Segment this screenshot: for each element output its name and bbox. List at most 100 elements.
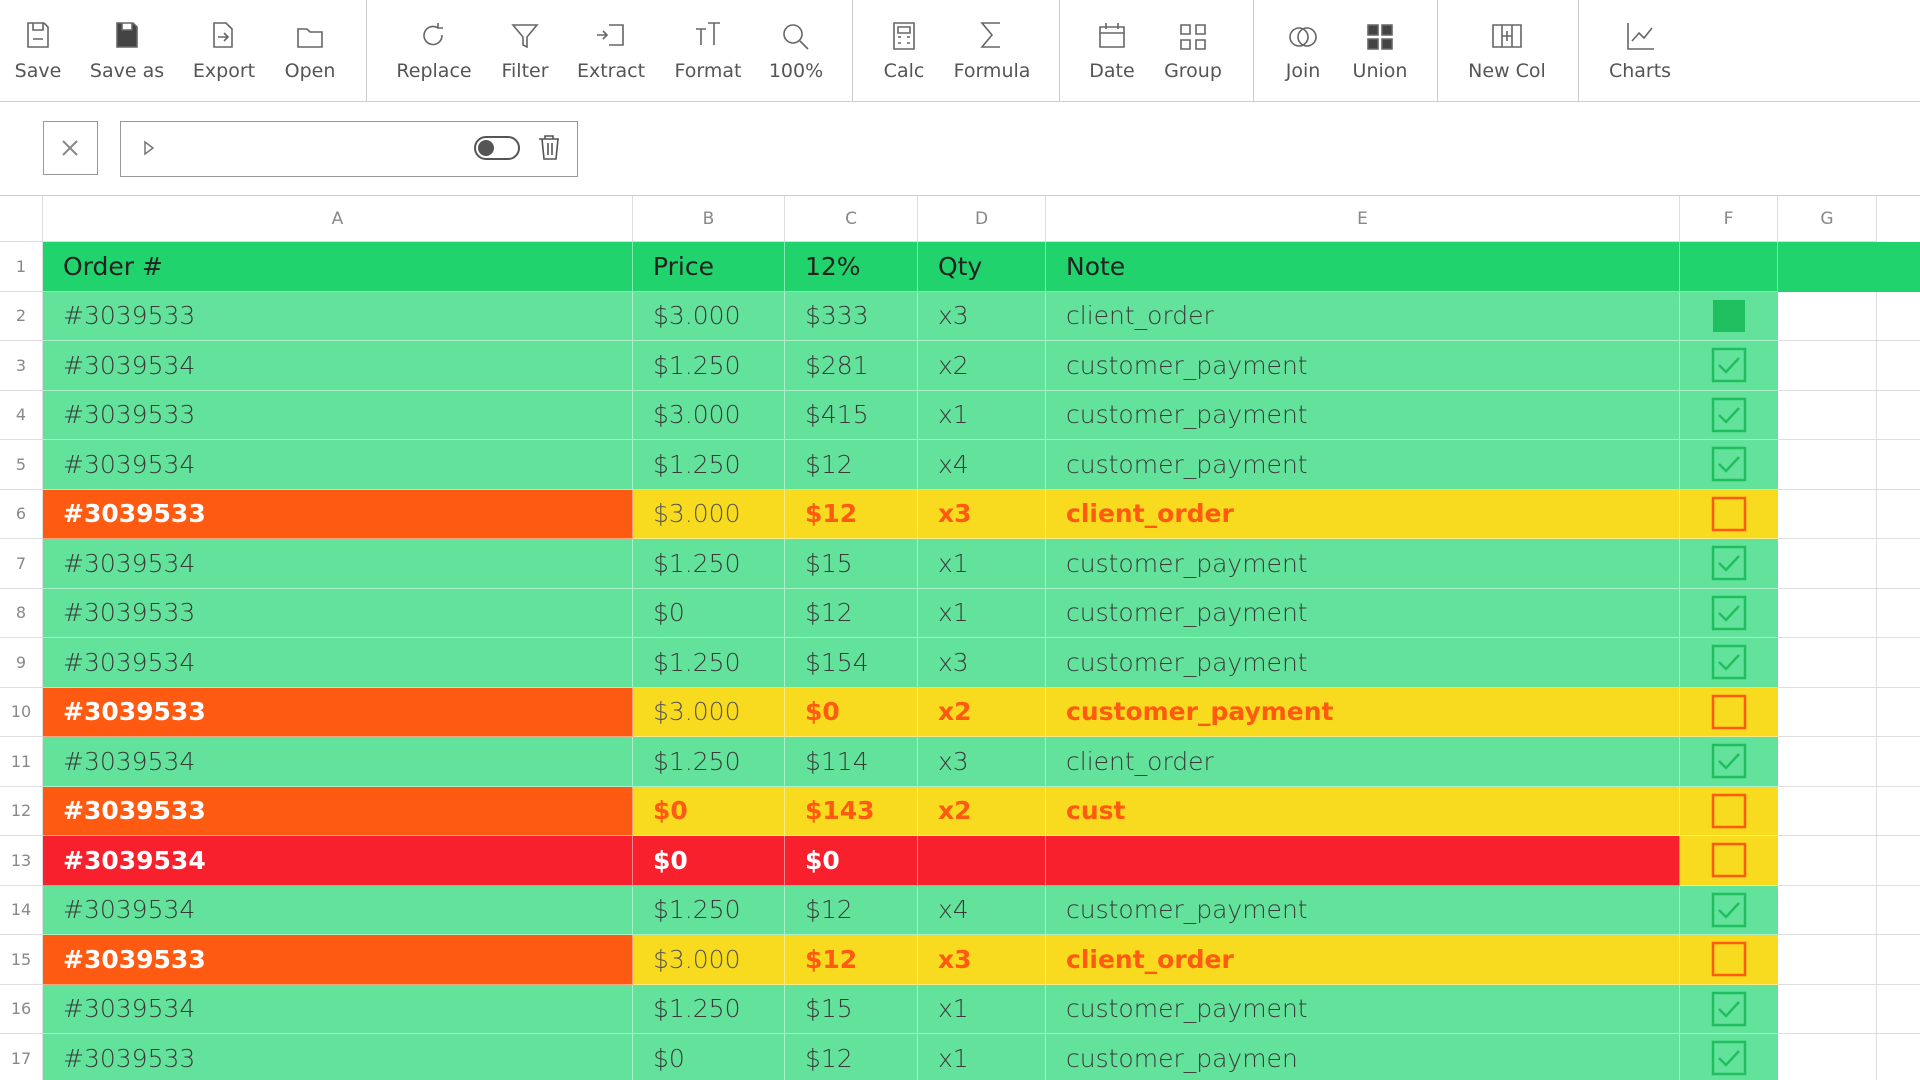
cell: client_order [1046,489,1680,539]
checkbox[interactable] [1705,341,1753,389]
checkbox[interactable] [1705,886,1753,934]
toolbar-button[interactable]: Join [1285,60,1321,82]
cell: $15 [785,984,918,1034]
cell: $0 [633,786,785,836]
cell: $12 [785,588,918,638]
empty-cells [1778,341,1920,391]
header-cell-f [1680,242,1778,292]
toolbar-icon [696,22,720,45]
status-cell [1680,390,1778,440]
checkbox[interactable] [1705,836,1753,884]
cell: #3039533 [43,588,633,638]
empty-cells [1778,638,1920,688]
checkbox[interactable] [1705,391,1753,439]
cell: $143 [785,786,918,836]
row-number: 11 [0,737,43,787]
cell: customer_payment [1046,341,1680,391]
toolbar-button[interactable]: New Col [1468,60,1546,82]
toolbar-separator [1578,0,1579,102]
cell: $3.000 [633,687,785,737]
cell: x3 [918,737,1046,787]
toolbar-button[interactable]: Formula [953,60,1031,82]
cell: x4 [918,440,1046,490]
empty-cells [1778,984,1920,1034]
checkbox[interactable] [1705,539,1753,587]
cell: $15 [785,539,918,589]
toolbar-button[interactable]: Replace [396,60,472,82]
checkbox[interactable] [1705,787,1753,835]
toolbar-button[interactable]: Union [1352,60,1408,82]
column-header-blank [0,196,43,242]
toolbar-button[interactable]: Save as [89,60,165,82]
status-cell [1680,786,1778,836]
cell: #3039534 [43,539,633,589]
empty-cells [1778,737,1920,787]
cell: customer_payment [1046,440,1680,490]
toolbar-button[interactable]: Group [1164,60,1222,82]
empty-cells [1778,836,1920,886]
checkbox[interactable] [1705,589,1753,637]
toolbar-separator [852,0,853,102]
row-number: 4 [0,390,43,440]
formula-input[interactable] [120,121,578,177]
row-number: 15 [0,935,43,985]
cell: x2 [918,341,1046,391]
toolbar-button[interactable]: Open [284,60,336,82]
checkbox[interactable] [1705,440,1753,488]
column-header: E [1046,196,1680,242]
checkbox[interactable] [1705,292,1753,340]
toolbar-button[interactable]: Extract [576,60,646,82]
cell: $1.250 [633,341,785,391]
toolbar-icon [1289,27,1317,47]
checkbox[interactable] [1705,935,1753,983]
cell: customer_payment [1046,588,1680,638]
toolbar-icon [597,24,624,46]
cell: $0 [633,1034,785,1080]
empty-cells [1778,539,1920,589]
status-cell [1680,737,1778,787]
cell: #3039534 [43,341,633,391]
close-button[interactable] [43,121,98,175]
cell: client_order [1046,935,1680,985]
cell [918,836,1046,886]
toolbar-separator [1437,0,1438,102]
status-cell [1680,935,1778,985]
toolbar-icon [1367,24,1393,50]
toolbar-icon [893,22,915,50]
checkbox[interactable] [1705,638,1753,686]
cell: $3.000 [633,935,785,985]
row-number: 8 [0,588,43,638]
toolbar-button[interactable]: 100% [768,60,824,82]
empty-cells [1778,687,1920,737]
cell: x3 [918,935,1046,985]
column-header: A [43,196,633,242]
close-icon [62,140,78,156]
toolbar-button[interactable]: Date [1089,60,1135,82]
toolbar-button[interactable]: Format [674,60,742,82]
toolbar-icon [783,24,809,50]
toolbar-button[interactable]: Export [192,60,256,82]
cell: $1.250 [633,440,785,490]
status-cell [1680,440,1778,490]
row-number: 6 [0,489,43,539]
checkbox[interactable] [1705,985,1753,1033]
checkbox[interactable] [1705,688,1753,736]
toolbar-button[interactable]: Charts [1608,60,1672,82]
status-cell [1680,638,1778,688]
cell: x1 [918,390,1046,440]
toolbar-icon [1180,24,1206,50]
checkbox[interactable] [1705,490,1753,538]
grid: A B C D E F G 1 2 3 4 5 6 7 8 9 10 11 12 13 14 15 16 17 Order # P… [0,196,1920,1080]
toolbar-icon [511,24,539,49]
cell: customer_payment [1046,885,1680,935]
empty-cells [1778,786,1920,836]
cell: $0 [785,836,918,886]
cell: $1.250 [633,984,785,1034]
checkbox[interactable] [1705,1034,1753,1080]
toolbar-button[interactable]: Filter [501,60,549,82]
cell: $1.250 [633,539,785,589]
row-number: 2 [0,291,43,341]
toolbar-button[interactable]: Save [14,60,62,82]
toolbar-button[interactable]: Calc [883,60,925,82]
checkbox[interactable] [1705,737,1753,785]
